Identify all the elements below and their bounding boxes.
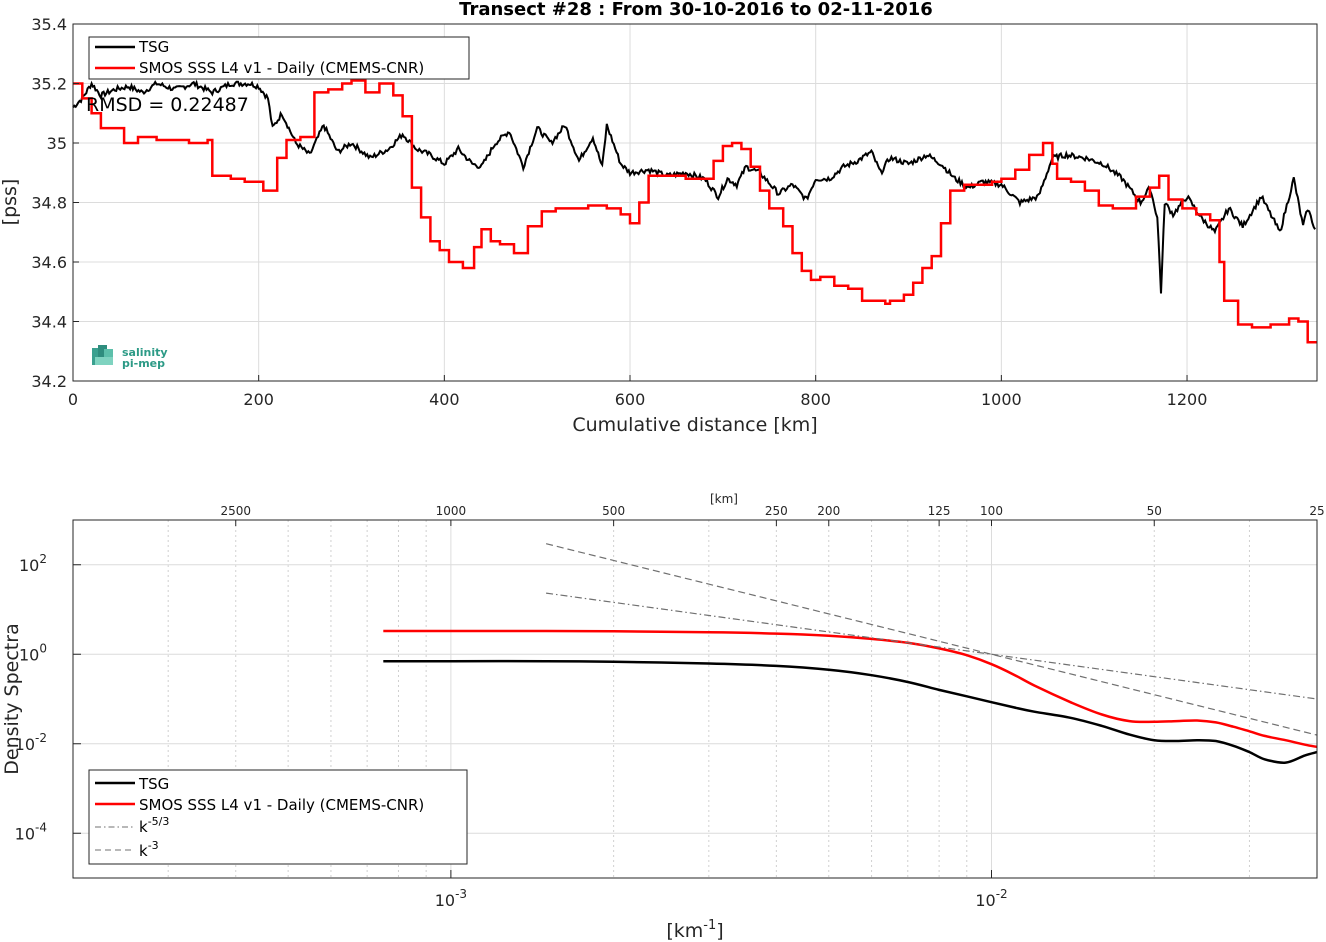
bottom-x-ticks: 10-3 10-2 [435, 870, 1008, 910]
top-legend-label-smos: SMOS SSS L4 v1 - Daily (CMEMS-CNR) [139, 59, 424, 77]
bottom-legend-label-tsg: TSG [138, 775, 169, 793]
bottom-grid [73, 520, 1317, 878]
top-y-tick-label: 34.6 [31, 253, 67, 272]
bottom-legend-box [88, 769, 468, 865]
top-axis-tick-label: 500 [602, 504, 625, 518]
bottom-series-k53-reference [546, 592, 1318, 700]
bottom-y-tick-label-base: 10 [15, 824, 35, 843]
top-legend: TSG SMOS SSS L4 v1 - Daily (CMEMS-CNR) [88, 36, 470, 80]
bottom-y-tick-label: 10-4 [15, 820, 47, 843]
bottom-legend-label-k53: k-5/3 [139, 815, 169, 836]
bottom-y-tick-label-base: 10 [19, 556, 39, 575]
bottom-legend: TSG SMOS SSS L4 v1 - Daily (CMEMS-CNR) k… [88, 769, 468, 865]
rmsd-annotation: RMSD = 0.22487 [86, 94, 249, 116]
top-x-tick-label: 200 [243, 390, 274, 409]
bottom-x-axis-label: [km-1] [666, 918, 723, 942]
bottom-y-tick-label-exp: 0 [39, 641, 47, 655]
top-axis-tick-label: 200 [817, 504, 840, 518]
salinity-pimep-logo: salinity pi-mep [92, 345, 168, 370]
bottom-legend-label-k3: k-3 [139, 839, 159, 860]
top-y-ticks: 34.2 34.4 34.6 34.8 35 35.2 35.4 [31, 15, 79, 391]
top-axis-tick-label: 50 [1147, 504, 1162, 518]
bottom-y-tick-label-base: 10 [15, 735, 35, 754]
top-series-smos-line [73, 79, 1317, 344]
bottom-x-axis-label-close: ] [716, 920, 723, 942]
bottom-x-tick-label: 10-3 [435, 887, 467, 910]
top-x-tick-label: 800 [800, 390, 831, 409]
logo-mark-icon [92, 345, 113, 365]
k53-exp: -5/3 [148, 815, 170, 828]
bottom-y-tick-label-exp: -2 [35, 731, 47, 745]
bottom-x-tick-label-exp: -2 [996, 887, 1008, 901]
top-axis-tick-label: 2500 [220, 504, 251, 518]
bottom-y-tick-label-exp: -4 [35, 820, 47, 834]
bottom-y-tick-label-base: 10 [19, 645, 39, 664]
bottom-series-smos-line [383, 629, 1318, 749]
bottom-series-tsg-line [383, 659, 1318, 764]
bottom-x-axis-label-exp: -1 [703, 918, 716, 933]
top-y-tick-label: 35 [47, 134, 67, 153]
top-x-tick-label: 0 [68, 390, 78, 409]
top-axis-tick-label: 100 [980, 504, 1003, 518]
top-legend-label-tsg: TSG [138, 38, 169, 56]
top-legend-box [88, 36, 470, 80]
top-axis-tick-label: 1000 [436, 504, 467, 518]
chart-title: Transect #28 : From 30-10-2016 to 02-11-… [459, 0, 933, 20]
bottom-x-tick-label-exp: -3 [455, 887, 467, 901]
bottom-plot-frame [72, 519, 1318, 879]
k3-exp: -3 [148, 839, 159, 852]
bottom-y-tick-label: 10-2 [15, 731, 47, 754]
top-axis-unit-label: [km] [710, 492, 738, 506]
k53-base: k [139, 818, 148, 836]
top-axis-tick-label: 25 [1309, 504, 1324, 518]
top-x-tick-label: 400 [429, 390, 460, 409]
bottom-top-axis-ticks: 2500 1000 500 250 200 125 100 50 25 [220, 504, 1325, 526]
logo-line2: pi-mep [122, 357, 165, 370]
bottom-x-tick-label-base: 10 [435, 891, 455, 910]
k3-base: k [139, 842, 148, 860]
top-x-axis-label: Cumulative distance [km] [572, 414, 817, 436]
top-series-group [72, 79, 1317, 344]
logo-line1: salinity [122, 346, 168, 359]
bottom-y-tick-label: 100 [19, 641, 47, 664]
bottom-y-tick-label-exp: 2 [39, 552, 47, 566]
bottom-legend-label-smos: SMOS SSS L4 v1 - Daily (CMEMS-CNR) [139, 796, 424, 814]
top-x-tick-label: 1200 [1167, 390, 1208, 409]
top-y-tick-label: 34.2 [31, 372, 67, 391]
top-axis-tick-label: 250 [765, 504, 788, 518]
salinity-transect-chart: Transect #28 : From 30-10-2016 to 02-11-… [0, 0, 1318, 436]
bottom-series-group [383, 543, 1318, 764]
top-axis-tick-label: 125 [928, 504, 951, 518]
bottom-y-tick-label: 102 [19, 552, 47, 575]
top-y-tick-label: 34.4 [31, 313, 67, 332]
bottom-series-k3-reference [545, 543, 1318, 736]
top-series-tsg-line [72, 79, 1316, 294]
top-y-tick-label: 35.2 [31, 75, 67, 94]
top-y-tick-label: 35.4 [31, 15, 67, 34]
top-y-tick-label: 34.8 [31, 194, 67, 213]
bottom-x-tick-label-base: 10 [975, 891, 995, 910]
top-y-axis-label: [pss] [0, 179, 21, 226]
top-x-tick-label: 1000 [981, 390, 1022, 409]
bottom-y-axis-label: Density Spectra [1, 623, 23, 774]
bottom-x-axis-label-base: [km [666, 920, 703, 942]
top-x-tick-label: 600 [615, 390, 646, 409]
bottom-x-tick-label: 10-2 [975, 887, 1007, 910]
top-x-ticks: 0 200 400 600 800 1000 1200 [68, 375, 1207, 409]
